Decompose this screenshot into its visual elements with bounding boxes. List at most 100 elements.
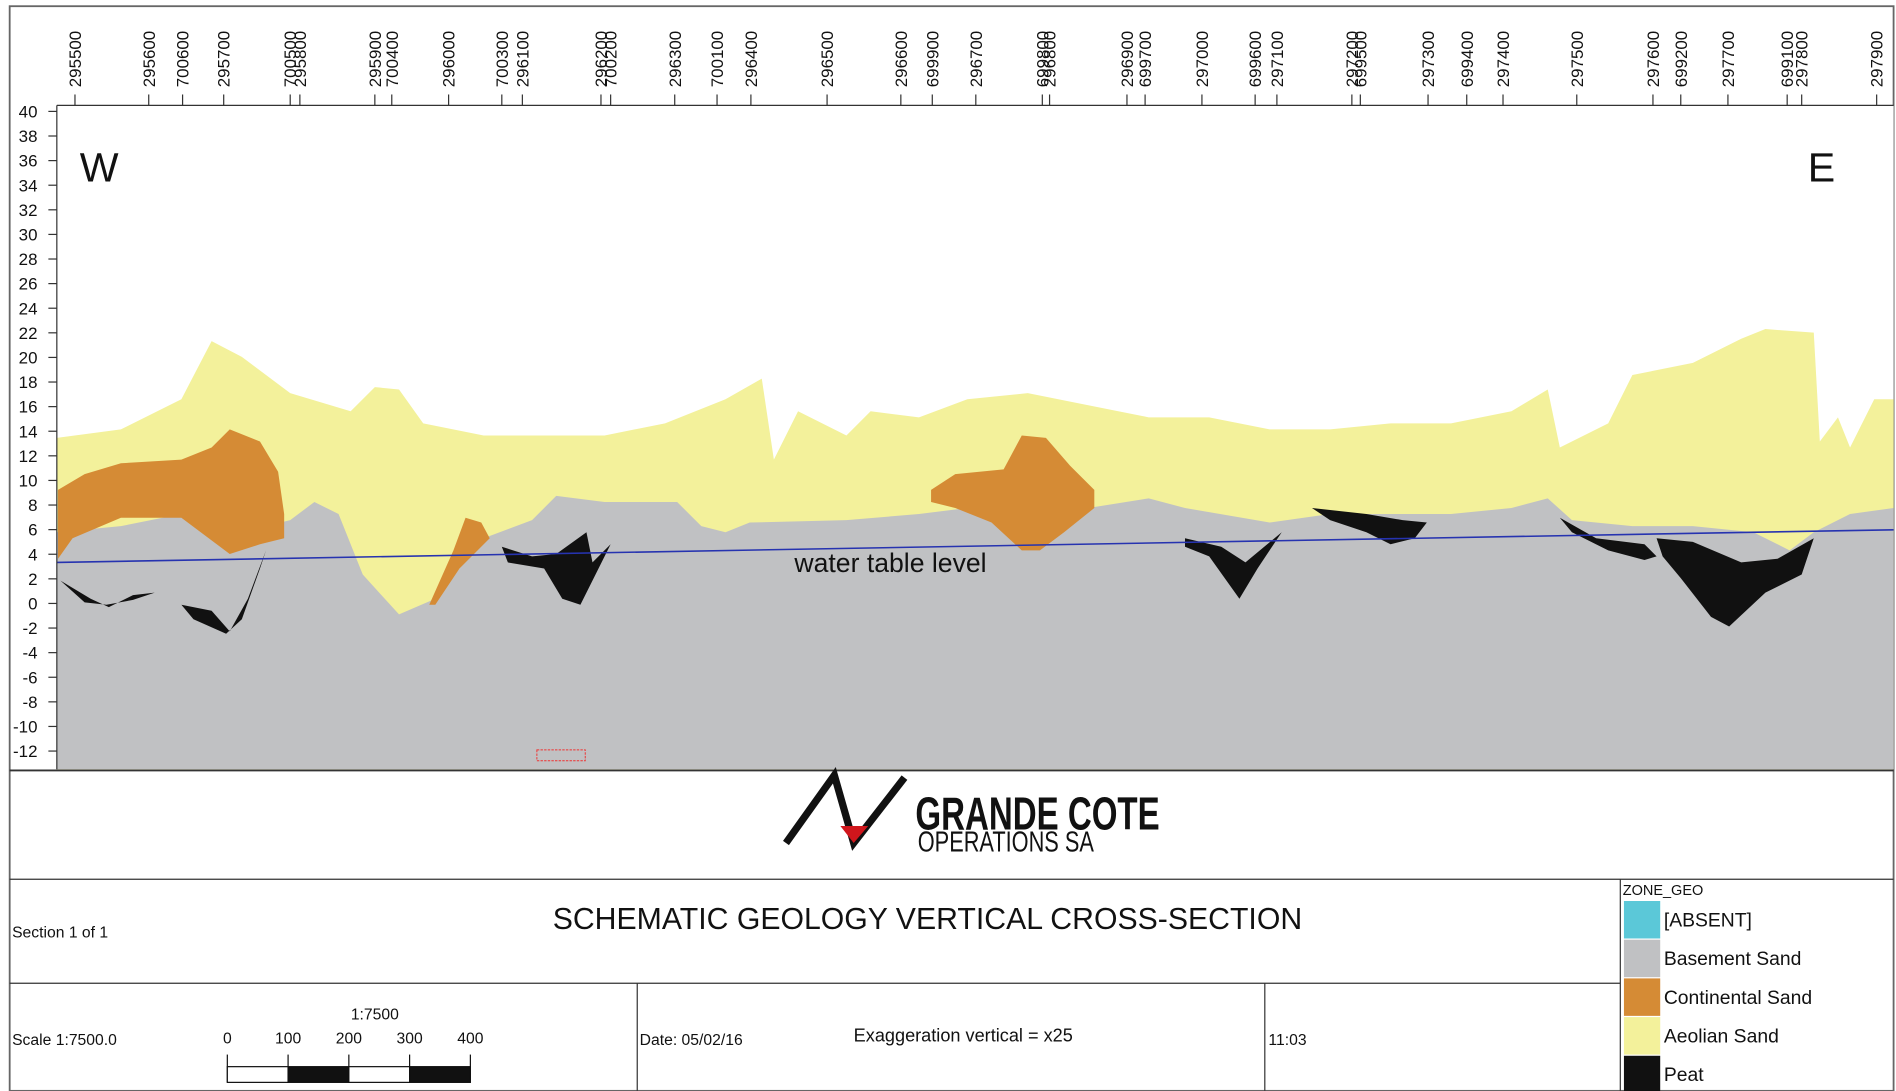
- peat-lens: [60, 580, 155, 608]
- continental-sand-body: [931, 435, 1095, 551]
- y-tick-label: 36: [19, 152, 38, 171]
- y-tick-label: 30: [19, 225, 38, 244]
- top-label: 296400: [742, 31, 761, 87]
- continental-sand-body: [58, 429, 285, 559]
- top-label: 296800: [1041, 31, 1060, 87]
- scale-segment: [287, 1066, 350, 1083]
- top-label: 700400: [383, 31, 402, 87]
- top-label: 699400: [1458, 31, 1477, 87]
- scale-tick-label: 400: [457, 1031, 483, 1048]
- top-label: 296500: [818, 31, 837, 87]
- legend-swatch: [1623, 978, 1661, 1016]
- peat-lens: [181, 550, 267, 634]
- y-tick-label: 10: [19, 471, 38, 490]
- y-tick-label: -10: [13, 718, 37, 737]
- top-label: 699700: [1136, 31, 1155, 87]
- scale-tick-label: 200: [336, 1031, 362, 1048]
- top-label: 297300: [1419, 31, 1438, 87]
- top-label: 296100: [513, 31, 532, 87]
- legend-label: Aeolian Sand: [1664, 1025, 1779, 1047]
- marker-box: [536, 749, 586, 762]
- date-label: Date: 05/02/16: [640, 1032, 743, 1049]
- legend: [ABSENT] Basement Sand Continental Sand Aeo…: [1623, 901, 1812, 1091]
- y-tick-label: 4: [28, 545, 37, 564]
- y-tick-label: 6: [28, 521, 37, 540]
- y-tick-label: 34: [19, 176, 38, 195]
- logo-subtitle: OPERATIONS SA: [918, 827, 1095, 859]
- y-tick-label: -8: [22, 693, 37, 712]
- peat-lens: [501, 532, 611, 605]
- scale-tick-label: 300: [397, 1031, 423, 1048]
- top-label: 297700: [1719, 31, 1738, 87]
- y-tick-label: 8: [28, 496, 37, 515]
- top-label: 700200: [602, 31, 621, 87]
- y-tick-label: -6: [22, 668, 37, 687]
- y-tick-label: 40: [19, 102, 38, 121]
- top-label: 296200: [592, 31, 611, 87]
- top-label: 297100: [1268, 31, 1287, 87]
- exaggeration-label: Exaggeration vertical = x25: [854, 1025, 1073, 1045]
- logo-drop: [840, 826, 869, 843]
- top-label: 700500: [281, 31, 300, 87]
- scale-segment: [409, 1066, 471, 1083]
- top-label: 699800: [1033, 31, 1052, 87]
- y-tick-label: 14: [19, 422, 38, 441]
- top-label: 297800: [1793, 31, 1812, 87]
- y-tick-label: -12: [13, 742, 37, 761]
- scale-segment: [226, 1066, 289, 1083]
- top-label: 297000: [1193, 31, 1212, 87]
- y-tick-label: -4: [22, 644, 37, 663]
- water-table-label: water table level: [793, 548, 986, 578]
- y-tick-label: 16: [19, 398, 38, 417]
- top-label: 296000: [440, 31, 459, 87]
- top-label: 297900: [1868, 31, 1887, 87]
- top-label: 699500: [1351, 31, 1370, 87]
- top-label: 296900: [1118, 31, 1137, 87]
- section-label: Section 1 of 1: [12, 924, 108, 941]
- top-label: 297600: [1644, 31, 1663, 87]
- y-tick-label: 18: [19, 373, 38, 392]
- y-tick-label: 12: [19, 447, 38, 466]
- scale-tick-label: 100: [275, 1031, 301, 1048]
- scale-ratio: 1:7500: [351, 1007, 399, 1024]
- y-tick-label: 24: [19, 299, 38, 318]
- y-tick-label: 20: [19, 348, 38, 367]
- y-tick-label: 2: [28, 570, 37, 589]
- legend-label: Peat: [1664, 1064, 1704, 1086]
- top-label: 295600: [140, 31, 159, 87]
- west-label: W: [80, 145, 119, 191]
- top-label: 296600: [892, 31, 911, 87]
- basement-sand-layer: [56, 495, 1894, 770]
- legend-swatch: [1623, 1017, 1661, 1055]
- time-label: 11:03: [1268, 1032, 1306, 1049]
- legend-swatch: [1623, 939, 1661, 978]
- legend-label: Continental Sand: [1664, 987, 1812, 1009]
- continental-sand-body: [429, 517, 490, 605]
- east-label: E: [1808, 145, 1835, 191]
- top-label: 700100: [708, 31, 727, 87]
- top-label: 700300: [493, 31, 512, 87]
- legend-title: ZONE_GEO: [1623, 883, 1704, 899]
- y-tick-label: 38: [19, 127, 38, 146]
- legend-label: [ABSENT]: [1664, 909, 1752, 931]
- y-axis: 4038363432302826242220181614121086420-2-…: [13, 102, 57, 761]
- scale-bar: 0 100 200 300 400: [223, 1031, 484, 1083]
- peat-lens: [1656, 538, 1814, 627]
- top-label: 295800: [291, 31, 310, 87]
- top-label: 699100: [1778, 31, 1797, 87]
- y-tick-label: 0: [28, 594, 37, 613]
- logo-mark: [783, 767, 908, 851]
- top-label: 297400: [1494, 31, 1513, 87]
- top-label: 296300: [666, 31, 685, 87]
- legend-swatch: [1623, 1055, 1661, 1091]
- y-tick-label: -2: [22, 619, 37, 638]
- peat-lens: [1311, 508, 1427, 545]
- top-label: 699200: [1672, 31, 1691, 87]
- top-label: 295700: [215, 31, 234, 87]
- y-tick-label: 32: [19, 201, 38, 220]
- scale-segment: [348, 1066, 411, 1083]
- top-label: 700600: [174, 31, 193, 87]
- scale-tick-label: 0: [223, 1031, 232, 1048]
- logo-name: GRANDE COTE: [915, 789, 1159, 839]
